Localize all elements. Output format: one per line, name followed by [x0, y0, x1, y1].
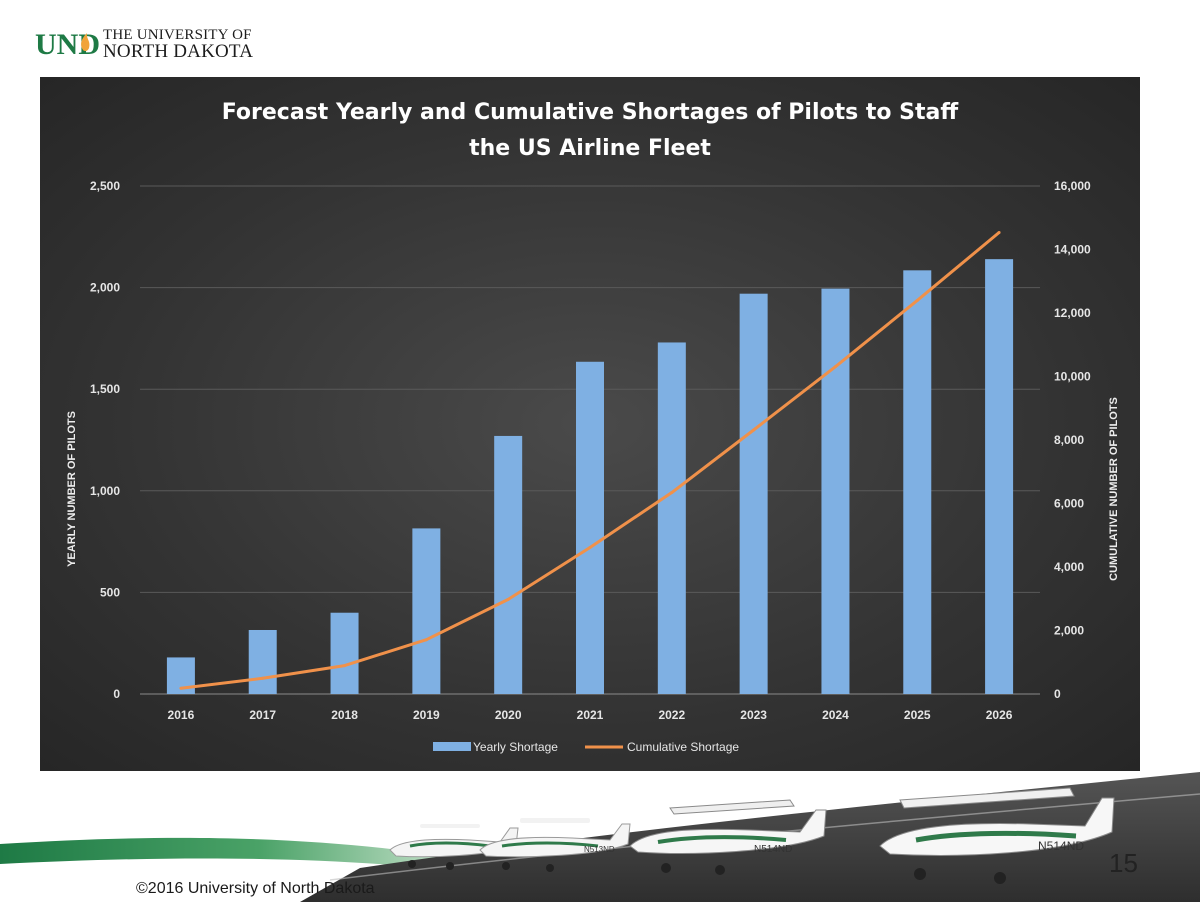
point-cumulative-shortage — [343, 664, 347, 668]
x-axis-tick-label: 2018 — [331, 708, 358, 722]
x-axis-tick-label: 2026 — [986, 708, 1013, 722]
chart-title-line1: Forecast Yearly and Cumulative Shortages… — [222, 100, 960, 125]
bar-yearly-shortage — [494, 435, 523, 694]
bar-yearly-shortage — [248, 629, 277, 694]
left-axis-title: YEARLY NUMBER OF PILOTS — [66, 411, 78, 567]
right-axis-tick-label: 14,000 — [1054, 243, 1091, 257]
point-cumulative-shortage — [179, 686, 183, 690]
footer-artwork: N513ND N514ND N514ND — [0, 772, 1200, 902]
und-logo-mark: UND — [35, 28, 100, 61]
left-axis-tick-label: 500 — [100, 585, 120, 599]
x-axis-tick-label: 2025 — [904, 708, 931, 722]
right-axis-tick-label: 16,000 — [1054, 179, 1091, 193]
bar-series-yearly — [166, 259, 1014, 694]
point-cumulative-shortage — [833, 365, 837, 369]
bar-yearly-shortage — [903, 270, 932, 694]
point-cumulative-shortage — [261, 676, 265, 680]
bar-yearly-shortage — [985, 259, 1014, 694]
point-cumulative-shortage — [915, 298, 919, 302]
point-cumulative-shortage — [997, 231, 1001, 235]
page-number: 15 — [1109, 848, 1138, 878]
left-axis-tick-label: 2,500 — [90, 179, 120, 193]
x-axis-tick-label: 2020 — [495, 708, 522, 722]
right-axis-tick-label: 10,000 — [1054, 370, 1091, 384]
pilot-shortage-chart: Forecast Yearly and Cumulative Shortages… — [66, 100, 1120, 754]
point-cumulative-shortage — [424, 638, 428, 642]
bar-yearly-shortage — [821, 288, 850, 694]
right-axis-tick-label: 8,000 — [1054, 433, 1084, 447]
x-axis-ticks: 2016 2017 2018 2019 2020 2021 2022 2023 2024 2025… — [168, 708, 1013, 722]
x-axis-tick-label: 2016 — [168, 708, 195, 722]
chart-legend: Yearly Shortage Cumulative Shortage — [433, 740, 739, 754]
left-axis-tick-label: 1,500 — [90, 382, 120, 396]
left-axis-tick-label: 1,000 — [90, 484, 120, 498]
aircraft-2: N513ND — [479, 818, 631, 872]
aircraft-4-tail-number: N514ND — [1038, 839, 1084, 853]
aircraft-3: N514ND — [629, 799, 827, 875]
aircraft-2-tail-number: N513ND — [584, 845, 615, 854]
legend-swatch-yearly — [433, 742, 471, 751]
x-axis-tick-label: 2019 — [413, 708, 440, 722]
left-axis-ticks: 0 500 1,000 1,500 2,000 2,500 — [90, 179, 120, 701]
flame-icon — [81, 33, 90, 52]
aircraft-3-tail-number: N514ND — [754, 844, 792, 855]
bar-yearly-shortage — [330, 612, 359, 694]
footer-white-base — [0, 862, 420, 902]
x-axis-tick-label: 2021 — [577, 708, 604, 722]
left-axis-tick-label: 0 — [113, 687, 120, 701]
copyright-text: ©2016 University of North Dakota — [136, 880, 375, 897]
point-cumulative-shortage — [506, 597, 510, 601]
right-axis-ticks: 0 2,000 4,000 6,000 8,000 10,000 12,000 14,000 1… — [1054, 179, 1091, 701]
bar-yearly-shortage — [412, 528, 441, 694]
right-axis-tick-label: 6,000 — [1054, 497, 1084, 511]
aircraft-4: N514ND — [879, 787, 1115, 884]
point-cumulative-shortage — [588, 545, 592, 549]
bar-yearly-shortage — [657, 342, 686, 694]
chart-panel: Forecast Yearly and Cumulative Shortages… — [40, 77, 1140, 771]
right-axis-tick-label: 0 — [1054, 687, 1061, 701]
chart-title-line2: the US Airline Fleet — [469, 136, 711, 161]
x-axis-tick-label: 2023 — [740, 708, 767, 722]
right-axis-tick-label: 2,000 — [1054, 624, 1084, 638]
right-axis-title: CUMULATIVE NUMBER OF PILOTS — [1108, 397, 1120, 581]
line-series-cumulative — [179, 231, 1001, 690]
green-swoosh-band — [0, 837, 470, 872]
right-axis-tick-label: 12,000 — [1054, 306, 1091, 320]
bar-yearly-shortage — [576, 361, 604, 694]
left-axis-tick-label: 2,000 — [90, 281, 120, 295]
bar-yearly-shortage — [739, 293, 768, 694]
x-axis-tick-label: 2022 — [658, 708, 685, 722]
x-axis-tick-label: 2024 — [822, 708, 849, 722]
legend-label-cumulative: Cumulative Shortage — [627, 740, 739, 754]
legend-label-yearly: Yearly Shortage — [473, 740, 558, 754]
point-cumulative-shortage — [752, 428, 756, 432]
point-cumulative-shortage — [670, 491, 674, 495]
x-axis-tick-label: 2017 — [249, 708, 276, 722]
right-axis-tick-label: 4,000 — [1054, 560, 1084, 574]
und-logo: UND THE UNIVERSITY OF NORTH DAKOTA — [35, 24, 295, 64]
logo-text-line2: NORTH DAKOTA — [103, 41, 254, 62]
und-logo-mark-text: UND — [35, 28, 100, 61]
logo-text-line1: THE UNIVERSITY OF — [103, 27, 252, 43]
